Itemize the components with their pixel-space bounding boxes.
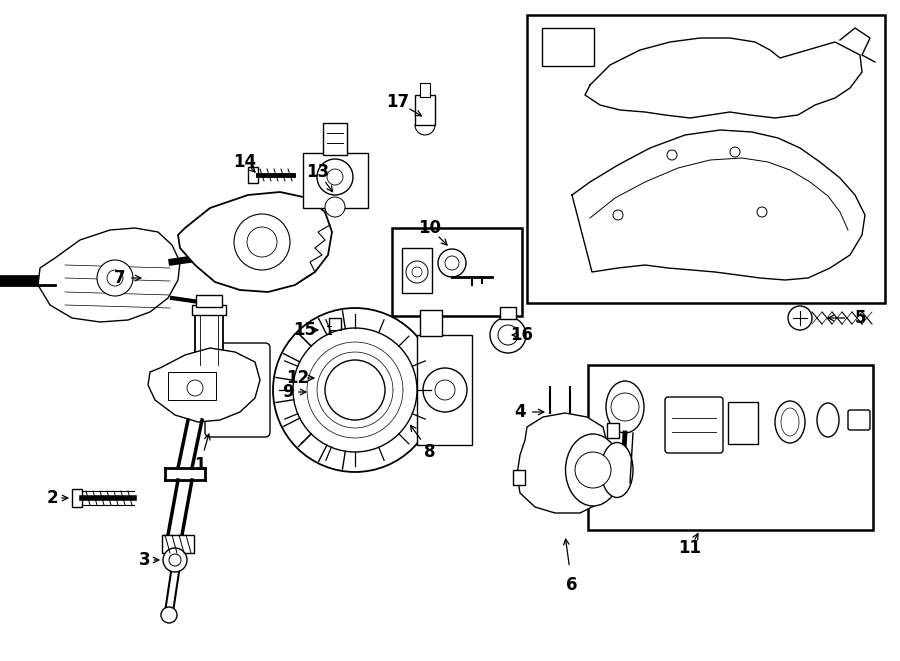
Text: 3: 3	[140, 551, 151, 569]
Bar	[420, 310, 442, 336]
Circle shape	[327, 169, 343, 185]
Circle shape	[163, 548, 187, 572]
Text: 12: 12	[286, 369, 310, 387]
Bar	[588, 365, 873, 530]
Ellipse shape	[601, 442, 633, 498]
Circle shape	[317, 159, 353, 195]
Ellipse shape	[606, 381, 644, 433]
Bar	[196, 295, 222, 307]
Text: 4: 4	[514, 403, 526, 421]
Circle shape	[788, 306, 812, 330]
Circle shape	[757, 207, 767, 217]
Bar	[195, 308, 223, 370]
Ellipse shape	[781, 408, 799, 436]
Ellipse shape	[817, 403, 839, 437]
Circle shape	[161, 607, 177, 623]
Polygon shape	[178, 192, 332, 292]
Bar	[72, 489, 82, 507]
Bar	[500, 307, 516, 319]
Text: 1: 1	[194, 456, 206, 474]
Polygon shape	[38, 228, 180, 322]
FancyBboxPatch shape	[665, 397, 723, 453]
Bar	[402, 248, 432, 293]
Text: 9: 9	[283, 383, 293, 401]
Circle shape	[187, 380, 203, 396]
Circle shape	[169, 554, 181, 566]
Circle shape	[325, 197, 345, 217]
Text: 14: 14	[233, 153, 256, 171]
Text: 6: 6	[566, 576, 578, 594]
Text: 17: 17	[386, 93, 410, 111]
Text: 7: 7	[114, 269, 126, 287]
Circle shape	[438, 249, 466, 277]
Bar	[392, 228, 522, 316]
Circle shape	[613, 210, 623, 220]
Polygon shape	[517, 413, 610, 513]
Bar	[192, 305, 226, 315]
Circle shape	[234, 214, 290, 270]
Circle shape	[412, 267, 422, 277]
Text: 16: 16	[510, 326, 534, 344]
Bar	[162, 535, 194, 553]
Text: 10: 10	[418, 219, 442, 237]
Circle shape	[325, 360, 385, 420]
Circle shape	[247, 227, 277, 257]
Circle shape	[611, 393, 639, 421]
Circle shape	[97, 260, 133, 296]
Circle shape	[406, 261, 428, 283]
Bar	[513, 470, 525, 485]
Ellipse shape	[775, 401, 805, 443]
Text: 11: 11	[679, 539, 701, 557]
Text: 15: 15	[293, 321, 317, 339]
Bar	[607, 423, 619, 438]
Circle shape	[730, 147, 740, 157]
Circle shape	[293, 328, 417, 452]
Circle shape	[490, 317, 526, 353]
Bar	[728, 402, 758, 444]
Bar	[329, 318, 341, 342]
Circle shape	[445, 256, 459, 270]
Text: 2: 2	[46, 489, 58, 507]
Bar	[415, 95, 435, 125]
Bar	[168, 372, 216, 400]
Text: 8: 8	[424, 443, 436, 461]
Circle shape	[273, 308, 437, 472]
Circle shape	[575, 452, 611, 488]
Circle shape	[435, 380, 455, 400]
Polygon shape	[148, 348, 260, 422]
Bar	[248, 167, 258, 183]
FancyBboxPatch shape	[848, 410, 870, 430]
Bar	[303, 153, 368, 208]
FancyBboxPatch shape	[205, 343, 270, 437]
Polygon shape	[310, 363, 348, 396]
Circle shape	[423, 368, 467, 412]
Bar	[420, 83, 430, 97]
Text: 5: 5	[854, 309, 866, 327]
Ellipse shape	[565, 434, 620, 506]
Circle shape	[107, 270, 123, 286]
Bar	[323, 123, 347, 155]
Bar	[527, 15, 885, 303]
Circle shape	[498, 325, 518, 345]
Bar	[542, 28, 594, 66]
Text: 13: 13	[306, 163, 329, 181]
Bar	[417, 335, 472, 445]
Circle shape	[667, 150, 677, 160]
